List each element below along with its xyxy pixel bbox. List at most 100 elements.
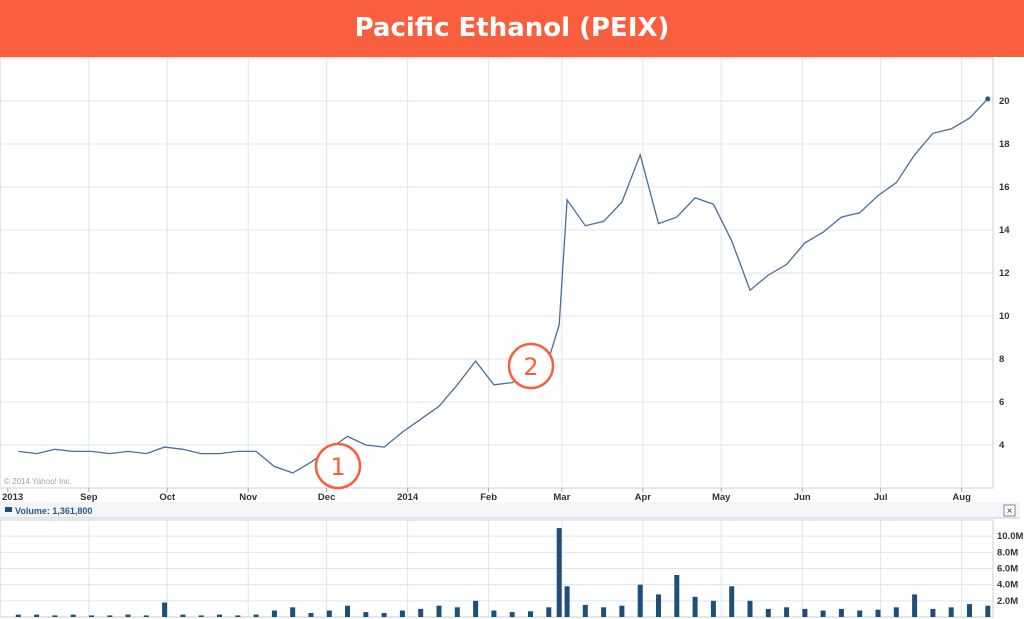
volume-bar	[985, 605, 991, 617]
volume-bar	[729, 586, 735, 617]
volume-bar	[765, 608, 771, 617]
price-x-axis: 2013 Sep Oct Nov Dec 2014 Feb Mar Apr May Jun Jul Au…	[2, 488, 971, 503]
x-tick-label: 2013	[2, 492, 23, 503]
volume-bar	[509, 612, 515, 617]
volume-bars	[15, 528, 991, 617]
volume-bar	[180, 614, 186, 617]
price-y-tick-label: 14	[999, 225, 1010, 236]
x-tick-label: Aug	[952, 492, 971, 503]
volume-bar	[162, 602, 168, 617]
volume-bar	[363, 612, 369, 617]
volume-bar	[143, 615, 149, 617]
volume-bar	[70, 614, 76, 617]
x-tick-label: Oct	[159, 492, 176, 503]
volume-bar	[107, 615, 113, 617]
annotation-circle-2	[507, 342, 555, 390]
volume-bar	[125, 614, 131, 617]
annotation-number-1: 1	[330, 453, 345, 481]
volume-close-button[interactable]: ×	[1003, 504, 1016, 517]
price-y-tick-label: 10	[999, 311, 1010, 322]
volume-bar	[692, 596, 698, 617]
volume-bar	[491, 610, 497, 617]
volume-bar	[399, 610, 405, 617]
volume-label: Volume: 1,361,800	[15, 506, 92, 516]
volume-bar	[564, 586, 570, 617]
volume-grid	[0, 519, 994, 618]
copyright-text: © 2014 Yahoo! Inc.	[4, 477, 72, 486]
price-y-tick-label: 18	[999, 139, 1010, 150]
volume-bar	[556, 528, 562, 617]
close-box[interactable]	[1003, 504, 1016, 517]
volume-bar	[582, 604, 588, 617]
volume-bar	[948, 607, 954, 617]
price-y-tick-label: 12	[999, 268, 1010, 279]
volume-y-tick-label: 10.0M	[997, 531, 1023, 542]
price-y-tick-label: 4	[999, 440, 1005, 451]
volume-bar	[802, 608, 808, 617]
volume-bar	[912, 594, 918, 617]
chart-title: Pacific Ethanol (PEIX)	[354, 13, 670, 43]
x-tick-label: Sep	[80, 492, 98, 503]
title-banner: Pacific Ethanol (PEIX)	[0, 0, 1024, 57]
volume-bar	[893, 607, 899, 617]
volume-bar	[198, 615, 204, 617]
x-tick-label: Jul	[874, 492, 888, 503]
volume-bar	[308, 613, 314, 617]
volume-bar	[930, 608, 936, 617]
x-tick-label: May	[712, 492, 731, 503]
volume-bar	[15, 614, 21, 617]
x-tick-label: Nov	[239, 492, 258, 503]
volume-bar	[747, 600, 753, 617]
volume-bar	[656, 594, 661, 617]
volume-bar	[784, 607, 790, 617]
volume-legend-swatch	[5, 507, 12, 512]
annotation-number-2: 2	[523, 353, 538, 381]
x-tick-label: Mar	[553, 492, 570, 503]
volume-bar	[326, 610, 332, 617]
volume-y-tick-label: 8.0M	[997, 547, 1018, 558]
x-tick-label: Apr	[635, 492, 652, 503]
volume-bar	[619, 605, 625, 617]
volume-bar	[838, 608, 844, 617]
annotation-circle-1	[314, 442, 362, 490]
volume-bar	[546, 607, 552, 617]
volume-bar	[418, 608, 424, 617]
volume-bar	[436, 605, 442, 617]
x-tick-label: 2014	[397, 492, 419, 503]
volume-bar	[875, 609, 881, 617]
volume-bar	[290, 607, 296, 617]
close-icon[interactable]: ×	[1007, 506, 1013, 517]
volume-bar	[601, 607, 607, 617]
volume-bar	[89, 615, 94, 617]
volume-bar	[235, 615, 241, 617]
volume-bar	[674, 575, 680, 617]
volume-bar	[528, 611, 533, 617]
annotation-marker-1: 1	[314, 442, 362, 490]
volume-bar	[967, 604, 972, 617]
volume-bar	[253, 614, 259, 617]
volume-bar	[34, 614, 40, 617]
volume-bar	[473, 600, 479, 617]
x-tick-label: Dec	[318, 492, 335, 503]
price-grid	[0, 57, 994, 489]
x-tick-label: Feb	[480, 492, 497, 503]
volume-bar	[820, 610, 826, 617]
volume-bar	[637, 584, 643, 617]
price-y-tick-label: 8	[999, 354, 1004, 365]
volume-y-tick-label: 6.0M	[997, 564, 1018, 575]
volume-y-tick-label: 4.0M	[997, 580, 1018, 591]
price-line	[18, 98, 989, 474]
volume-header-strip	[0, 502, 1020, 518]
volume-bar	[454, 607, 460, 617]
volume-y-tick-label: 2.0M	[997, 596, 1018, 607]
volume-bar	[52, 615, 58, 617]
volume-y-axis: 2.0M 4.0M 6.0M 8.0M 10.0M	[997, 531, 1023, 607]
volume-bar	[271, 610, 277, 617]
volume-bar	[217, 614, 222, 617]
price-y-tick-label: 20	[999, 96, 1010, 107]
volume-bar	[857, 610, 863, 617]
price-y-tick-label: 6	[999, 397, 1004, 408]
annotation-marker-2: 2	[507, 342, 555, 390]
volume-bar	[345, 605, 350, 617]
